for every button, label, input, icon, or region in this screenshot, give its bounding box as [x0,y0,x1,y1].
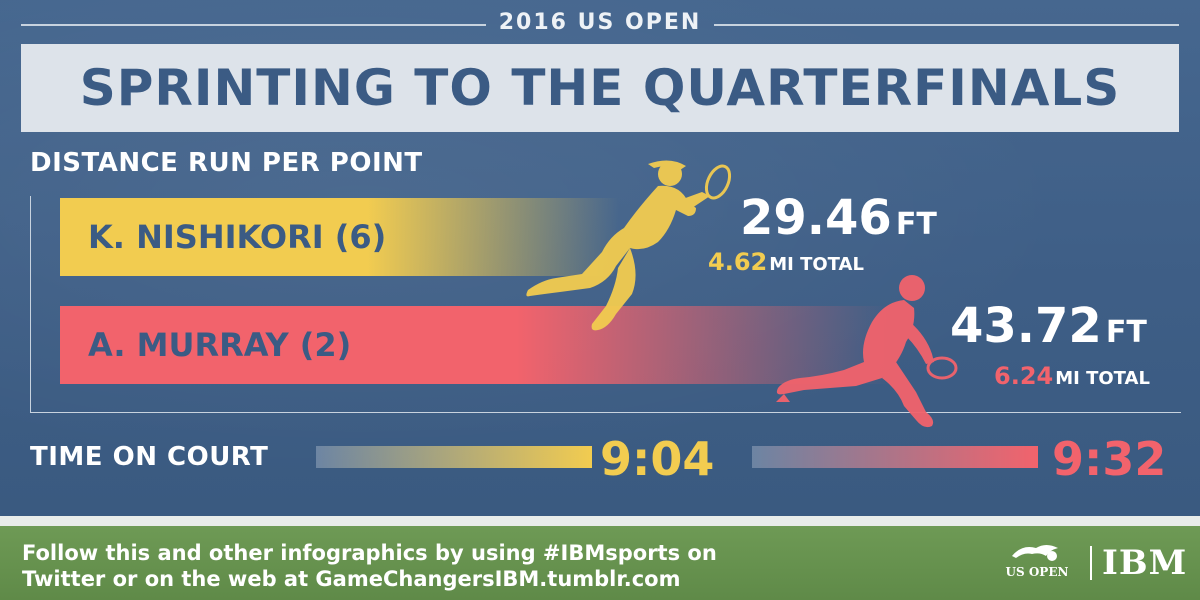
supertitle: 2016 US OPEN [498,10,702,35]
nishikori-total: 4.62 MI TOTAL [708,250,864,274]
bar-label-nishikori: K. NISHIKORI (6) [88,218,387,256]
header-rule-left [21,24,486,26]
chart-title: DISTANCE RUN PER POINT [30,148,423,178]
murray-distance-unit: FT [1105,315,1147,350]
bar-murray: A. MURRAY (2) [60,306,890,384]
bar-label-murray: A. MURRAY (2) [88,326,352,364]
chart-bracket [30,196,1181,413]
logo-divider [1090,546,1092,580]
murray-distance-value: 43.72 [950,298,1102,354]
header-rule-right [714,24,1179,26]
footer-line-1: Follow this and other infographics by us… [22,541,717,565]
murray-silhouette-icon [776,275,958,428]
time-on-court-label: TIME ON COURT [30,442,269,472]
us-open-logo-icon: US OPEN [1006,545,1069,579]
page-title: SPRINTING TO THE QUARTERFINALS [79,59,1121,117]
title-banner: SPRINTING TO THE QUARTERFINALS [21,44,1179,132]
footer-text: Follow this and other infographics by us… [22,540,722,592]
time-bar-murray [752,446,1038,468]
nishikori-distance: 29.46 FT [740,194,937,242]
court-baseline [0,516,1200,526]
bar-nishikori: K. NISHIKORI (6) [60,198,619,276]
nishikori-total-unit: MI TOTAL [769,254,864,275]
murray-total-unit: MI TOTAL [1055,368,1150,389]
nishikori-total-value: 4.62 [708,248,768,276]
grass-footer [0,526,1200,600]
nishikori-distance-value: 29.46 [740,190,892,246]
murray-total-value: 6.24 [994,362,1054,390]
murray-distance: 43.72 FT [950,302,1147,350]
murray-total: 6.24 MI TOTAL [994,364,1150,388]
footer-line-2: Twitter or on the web at GameChangersIBM… [22,567,681,591]
nishikori-silhouette-icon [526,160,732,331]
nishikori-distance-unit: FT [895,207,937,242]
time-bar-nishikori [316,446,592,468]
time-value-murray: 9:32 [1052,432,1167,486]
time-value-nishikori: 9:04 [600,432,715,486]
ibm-logo: IBM [1102,543,1188,583]
us-open-logo-text: US OPEN [1006,565,1069,579]
